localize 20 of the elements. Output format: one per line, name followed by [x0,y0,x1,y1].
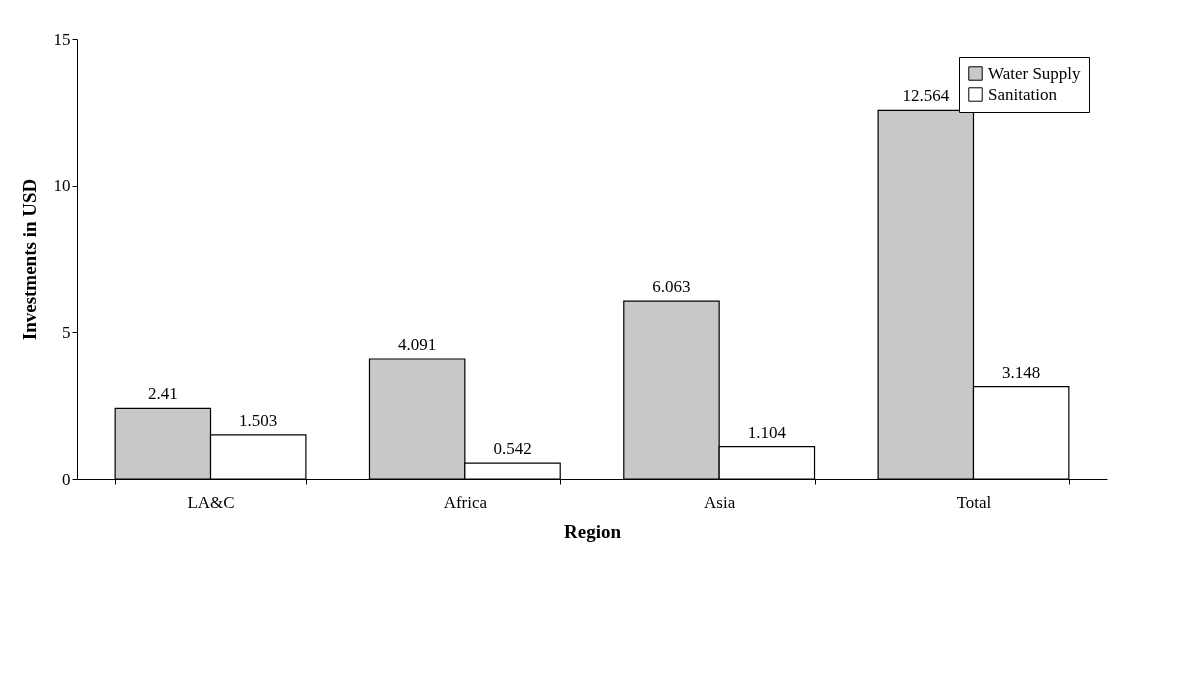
legend-label: Sanitation [988,84,1058,104]
data-label: 12.564 [902,86,950,106]
data-label: 4.091 [398,335,437,354]
x-axis-title: Region [564,520,622,542]
x-tick-label: Africa [443,492,488,512]
y-tick-label: 15 [53,29,71,49]
y-tick-label: 0 [62,469,71,489]
x-tick-label: LA&C [187,492,235,512]
y-tick-label: 5 [62,322,71,342]
x-tick-label: Asia [704,492,736,512]
data-label: 1.503 [239,410,278,430]
y-tick-label: 10 [53,176,71,196]
data-label: 6.063 [652,277,691,297]
data-label: 0.542 [493,439,532,459]
legend-label: Water Supply [988,63,1082,83]
data-label: 3.148 [1002,362,1041,382]
data-label: 1.104 [747,422,787,442]
y-axis-title: Investments in USD [18,178,40,341]
data-label: 2.41 [147,384,178,404]
x-tick-label: Total [956,492,992,512]
